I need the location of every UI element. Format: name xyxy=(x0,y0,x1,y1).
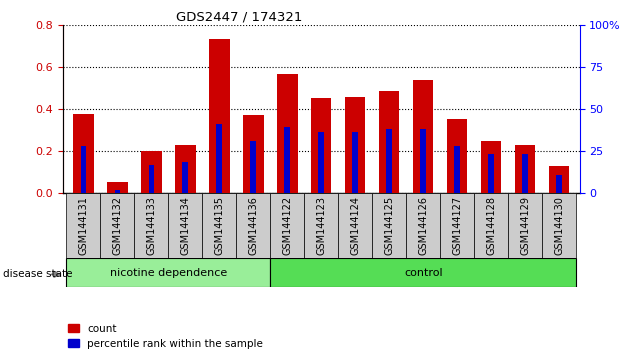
Legend: count, percentile rank within the sample: count, percentile rank within the sample xyxy=(68,324,263,349)
Text: GSM144136: GSM144136 xyxy=(248,196,258,255)
Text: GSM144134: GSM144134 xyxy=(180,196,190,255)
Text: GDS2447 / 174321: GDS2447 / 174321 xyxy=(176,11,302,24)
Text: GSM144124: GSM144124 xyxy=(350,196,360,255)
Text: nicotine dependence: nicotine dependence xyxy=(110,268,227,278)
Text: GSM144133: GSM144133 xyxy=(146,196,156,255)
Text: disease state: disease state xyxy=(3,269,72,279)
Bar xyxy=(285,127,290,193)
Bar xyxy=(209,40,229,193)
Bar xyxy=(372,193,406,258)
Text: GSM144128: GSM144128 xyxy=(486,196,496,255)
Bar xyxy=(304,193,338,258)
Bar xyxy=(141,151,161,193)
Bar xyxy=(379,91,399,193)
Bar xyxy=(168,193,202,258)
Bar xyxy=(66,258,270,287)
Text: GSM144132: GSM144132 xyxy=(112,196,122,255)
Text: GSM144130: GSM144130 xyxy=(554,196,564,255)
Bar xyxy=(311,98,331,193)
Text: GSM144135: GSM144135 xyxy=(214,196,224,255)
Bar xyxy=(236,193,270,258)
Text: GSM144129: GSM144129 xyxy=(520,196,530,255)
Text: GSM144131: GSM144131 xyxy=(78,196,88,255)
Bar xyxy=(251,142,256,193)
Bar xyxy=(277,74,297,193)
Bar xyxy=(107,182,127,193)
Bar xyxy=(338,193,372,258)
Bar xyxy=(149,165,154,193)
Bar xyxy=(217,124,222,193)
Text: GSM144126: GSM144126 xyxy=(418,196,428,255)
Bar xyxy=(440,193,474,258)
Bar xyxy=(115,190,120,193)
Bar xyxy=(474,193,508,258)
Bar xyxy=(488,154,494,193)
Bar xyxy=(183,162,188,193)
Bar xyxy=(352,132,358,193)
Bar xyxy=(81,145,86,193)
Text: control: control xyxy=(404,268,442,278)
Bar xyxy=(202,193,236,258)
Bar xyxy=(420,129,426,193)
Bar xyxy=(270,193,304,258)
Text: GSM144123: GSM144123 xyxy=(316,196,326,255)
Bar xyxy=(100,193,134,258)
Bar xyxy=(556,175,562,193)
Text: GSM144127: GSM144127 xyxy=(452,196,462,255)
Bar xyxy=(175,144,195,193)
Bar xyxy=(447,119,467,193)
Bar xyxy=(73,114,94,193)
Text: GSM144122: GSM144122 xyxy=(282,196,292,255)
Bar xyxy=(413,80,433,193)
Bar xyxy=(318,132,324,193)
Text: GSM144125: GSM144125 xyxy=(384,196,394,255)
Bar xyxy=(515,144,535,193)
Bar xyxy=(542,193,576,258)
Bar xyxy=(270,258,576,287)
Bar xyxy=(522,154,528,193)
Bar xyxy=(549,166,570,193)
Bar xyxy=(345,97,365,193)
Bar xyxy=(454,145,460,193)
Bar xyxy=(406,193,440,258)
Bar xyxy=(243,115,263,193)
Bar xyxy=(481,142,501,193)
Bar xyxy=(66,193,100,258)
Bar xyxy=(508,193,542,258)
Bar xyxy=(134,193,168,258)
Bar xyxy=(386,129,392,193)
